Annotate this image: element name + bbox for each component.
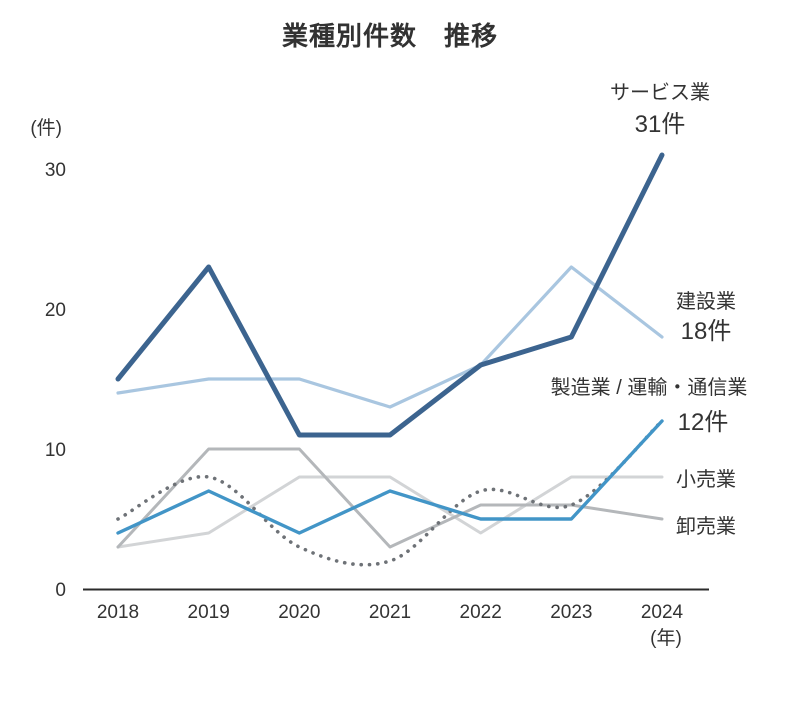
chart-title: 業種別件数 推移 — [281, 21, 498, 51]
series-line-wholesale — [116, 447, 664, 549]
y-tick-label: 30 — [45, 160, 66, 181]
y-tick-label: 0 — [55, 580, 66, 601]
annotation-construction-label: 建設業 — [676, 291, 736, 313]
series-line-retail — [116, 475, 664, 549]
series-line-manufacturing — [116, 419, 664, 535]
x-tick-label: 2018 — [97, 602, 139, 623]
annotation-wholesale-label: 卸売業 — [676, 516, 736, 538]
y-tick-label: 20 — [45, 300, 66, 321]
x-tick-label: 2019 — [188, 602, 230, 623]
annotation-manufacturing-transport-value: 12件 — [677, 409, 729, 436]
x-tick-label: 2023 — [550, 602, 592, 623]
y-axis-unit-label: (件) — [30, 117, 62, 139]
series-line-construction — [116, 265, 664, 409]
series-line-transport — [116, 419, 664, 567]
annotation-manufacturing-transport-label: 製造業 / 運輸・通信業 — [550, 377, 748, 399]
annotation-construction-value: 18件 — [680, 318, 732, 345]
series-line-service — [115, 152, 665, 438]
x-tick-label: 2022 — [460, 602, 502, 623]
annotation-retail-label: 小売業 — [676, 469, 736, 491]
x-tick-label: 2020 — [278, 602, 320, 623]
x-tick-label: 2024 — [641, 602, 684, 623]
x-tick-label: 2021 — [369, 602, 411, 623]
y-tick-label: 10 — [45, 440, 66, 461]
annotation-service-value: 31件 — [634, 111, 686, 138]
x-axis-unit-label: (年) — [650, 627, 682, 649]
annotation-service-label: サービス業 — [610, 82, 710, 104]
